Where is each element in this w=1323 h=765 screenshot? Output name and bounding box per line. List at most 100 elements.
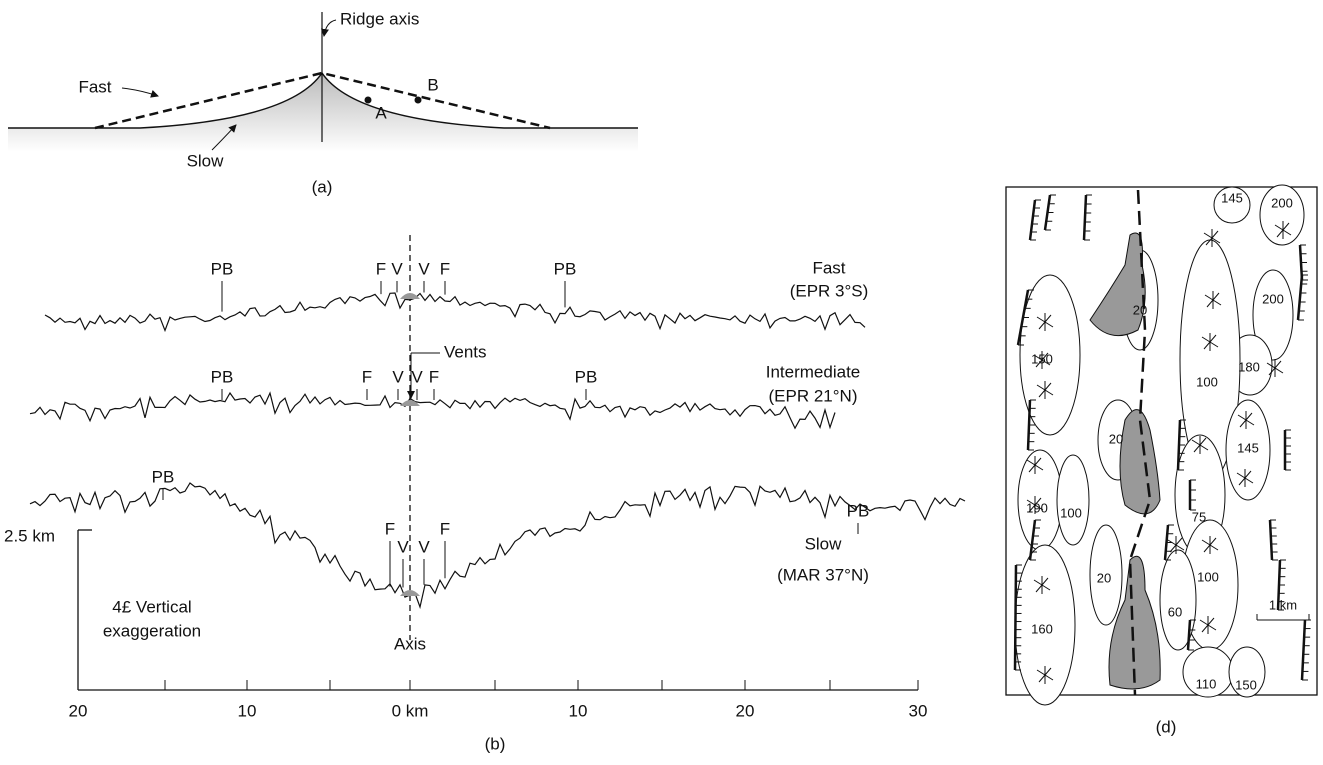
neovolcanic-zone: [1089, 232, 1146, 337]
label: 4£ Vertical: [112, 597, 191, 616]
axial-high: [400, 293, 420, 299]
marker-label: PB: [152, 467, 175, 486]
topographic-profile: [29, 391, 836, 430]
fault-scarp: [1082, 194, 1088, 241]
crustal-block: [1259, 184, 1305, 246]
topographic-profile: [44, 292, 866, 333]
crustal-block: [1228, 646, 1266, 698]
scale-label: 1 km: [1269, 597, 1297, 612]
seafloor-shade: [8, 73, 638, 152]
fault-scarp: [1186, 619, 1192, 651]
lineation-symbol: [1033, 576, 1051, 594]
marker-label: V: [397, 537, 409, 556]
x-tick-label: 20: [69, 701, 88, 720]
age-label: 180: [1238, 359, 1260, 374]
age-label: 200: [1262, 291, 1284, 306]
neovolcanic-zone: [1108, 555, 1161, 690]
age-label: 150: [1031, 351, 1053, 366]
profile-location: (MAR 37°N): [777, 565, 869, 584]
marker-label: F: [362, 367, 372, 386]
label: Vents: [444, 342, 487, 361]
label: Fast: [78, 77, 111, 96]
age-label: 100: [1196, 374, 1218, 389]
age-label: 20: [1133, 302, 1147, 317]
crustal-block: [1252, 269, 1294, 361]
age-label: 190: [1026, 500, 1048, 515]
axial-high: [400, 590, 420, 596]
marker-label: V: [418, 259, 430, 278]
marker-label: F: [376, 259, 386, 278]
arrow: [121, 87, 159, 98]
caption: (d): [1156, 717, 1177, 736]
point-b: [414, 96, 422, 104]
age-label: 145: [1237, 440, 1259, 455]
label: A: [375, 103, 387, 122]
age-label: 100: [1060, 505, 1082, 520]
spreading-axis: [1128, 189, 1152, 696]
lineation-symbol: [1191, 436, 1209, 454]
x-tick-label: 30: [909, 701, 928, 720]
marker-label: F: [429, 367, 439, 386]
label: exaggeration: [103, 621, 201, 640]
marker-label: V: [391, 259, 403, 278]
lineation-symbol: [1201, 536, 1219, 554]
neovolcanic-zone: [1119, 409, 1161, 515]
marker-label: V: [392, 367, 404, 386]
lineation-symbol: [1036, 666, 1054, 684]
age-label: 200: [1271, 195, 1293, 210]
marker-label: PB: [554, 259, 577, 278]
label: 2.5 km: [4, 526, 55, 545]
label: B: [427, 75, 438, 94]
lineation-symbol: [1167, 536, 1185, 554]
marker-label: F: [440, 519, 450, 538]
marker-label: PB: [847, 501, 870, 520]
x-tick-label: 10: [569, 701, 588, 720]
lineation-symbol: [1201, 333, 1219, 351]
lineation-symbol: [1236, 469, 1254, 487]
age-label: 75: [1192, 509, 1206, 524]
fault-scarp: [1296, 274, 1304, 321]
label: Axis: [394, 634, 426, 653]
topographic-profile: [29, 482, 966, 610]
marker-label: F: [385, 519, 395, 538]
age-label: 150: [1235, 677, 1257, 692]
age-label: 20: [1097, 570, 1111, 585]
lineation-symbol: [1033, 351, 1051, 369]
fault-scarp: [1028, 199, 1037, 241]
age-label: 60: [1168, 604, 1182, 619]
age-label: 145: [1221, 190, 1243, 205]
fault-scarp: [1268, 519, 1274, 561]
crustal-block: [1159, 549, 1197, 651]
x-tick-label: 20: [736, 701, 755, 720]
lineation-symbol: [1203, 229, 1221, 247]
map-frame: [1005, 186, 1318, 696]
age-label: 100: [1197, 569, 1219, 584]
caption: (a): [312, 177, 333, 196]
lineation-symbol: [1204, 291, 1222, 309]
marker-label: V: [418, 537, 430, 556]
crustal-block: [1019, 274, 1081, 436]
profile-name: Fast: [812, 258, 845, 277]
marker-label: F: [440, 259, 450, 278]
crustal-block: [1213, 186, 1251, 224]
marker-label: V: [411, 367, 423, 386]
age-label: 110: [1196, 676, 1217, 691]
lineation-symbol: [1026, 496, 1044, 514]
axial-high: [400, 400, 420, 406]
profile-location: (EPR 3°S): [790, 281, 869, 300]
fault-scarp: [1013, 564, 1018, 671]
marker-label: PB: [575, 367, 598, 386]
arrow: [321, 19, 337, 37]
panel-a: [8, 12, 638, 152]
lineation-symbol: [1237, 411, 1255, 429]
arrow: [211, 124, 237, 151]
label: Ridge axis: [340, 9, 419, 28]
fault-scarp: [1028, 519, 1037, 561]
marker-label: PB: [211, 259, 234, 278]
lineation-symbol: [1026, 456, 1044, 474]
lineation-symbol: [1274, 221, 1292, 239]
crustal-block: [1089, 524, 1123, 626]
x-tick-label: 10: [238, 701, 257, 720]
